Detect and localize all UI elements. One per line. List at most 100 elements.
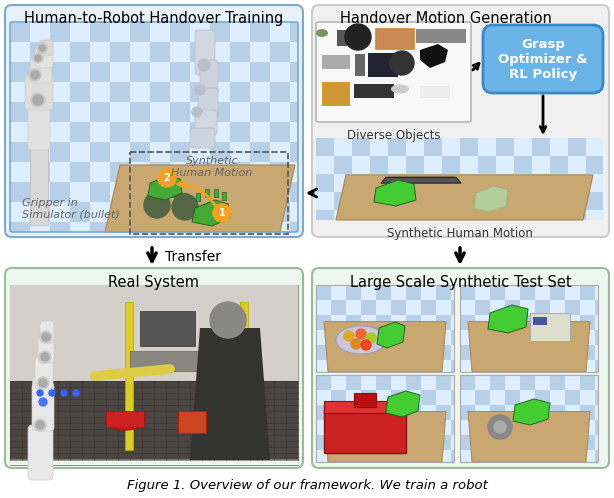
Circle shape xyxy=(42,333,50,341)
Bar xyxy=(331,420,346,435)
Bar xyxy=(30,222,50,232)
Bar xyxy=(324,401,406,413)
Bar xyxy=(391,300,406,315)
Bar xyxy=(230,102,250,122)
Bar xyxy=(595,285,598,300)
Bar xyxy=(90,202,110,222)
Bar xyxy=(388,138,406,156)
Bar xyxy=(334,210,352,220)
Bar xyxy=(475,330,490,345)
Bar xyxy=(130,102,150,122)
Bar xyxy=(421,420,436,435)
Circle shape xyxy=(351,339,361,349)
Bar xyxy=(10,285,298,381)
Bar xyxy=(190,182,210,202)
Bar xyxy=(250,122,270,142)
Bar xyxy=(565,375,580,390)
Circle shape xyxy=(35,55,41,61)
Bar xyxy=(250,42,270,62)
Bar xyxy=(451,390,454,405)
Bar xyxy=(331,285,346,300)
Bar xyxy=(376,29,414,49)
Bar xyxy=(316,285,331,300)
Bar xyxy=(222,192,226,200)
Bar xyxy=(190,202,210,222)
Bar xyxy=(550,405,565,420)
Bar xyxy=(316,375,331,390)
Bar xyxy=(420,86,450,98)
Bar xyxy=(150,22,170,42)
Bar xyxy=(70,22,90,42)
Bar xyxy=(316,450,331,462)
Bar xyxy=(270,222,290,232)
Bar xyxy=(460,174,478,192)
Bar xyxy=(376,450,391,462)
Bar xyxy=(316,138,334,156)
Bar xyxy=(595,405,598,420)
Circle shape xyxy=(195,85,205,95)
Bar xyxy=(475,405,490,420)
Bar xyxy=(70,202,90,222)
Bar xyxy=(331,405,346,420)
Bar xyxy=(170,102,190,122)
Bar xyxy=(50,142,70,162)
Bar xyxy=(170,222,190,232)
Bar xyxy=(595,420,598,435)
Bar xyxy=(290,202,298,222)
Bar xyxy=(496,192,514,210)
FancyBboxPatch shape xyxy=(312,5,609,237)
Bar xyxy=(505,315,520,330)
Bar xyxy=(110,62,130,82)
Bar xyxy=(290,182,298,202)
Bar xyxy=(316,138,603,220)
Bar xyxy=(565,360,580,372)
Bar xyxy=(331,345,346,360)
Bar xyxy=(520,405,535,420)
Bar xyxy=(250,82,270,102)
Bar xyxy=(90,162,110,182)
Bar xyxy=(170,42,190,62)
Bar xyxy=(210,82,230,102)
Bar xyxy=(10,102,30,122)
Bar xyxy=(196,193,200,201)
Bar xyxy=(270,122,290,142)
Bar xyxy=(391,450,406,462)
Bar xyxy=(230,82,250,102)
Bar xyxy=(210,22,230,42)
Bar xyxy=(535,330,550,345)
Bar xyxy=(565,405,580,420)
Bar xyxy=(70,122,90,142)
Bar xyxy=(290,22,298,42)
Bar xyxy=(130,351,210,371)
Ellipse shape xyxy=(316,29,328,37)
Bar xyxy=(334,156,352,174)
Polygon shape xyxy=(192,200,230,226)
Bar xyxy=(270,62,290,82)
Bar xyxy=(270,182,290,202)
Bar xyxy=(316,420,331,435)
Text: 1: 1 xyxy=(219,208,225,218)
Bar xyxy=(565,300,580,315)
Bar xyxy=(532,156,550,174)
Bar xyxy=(170,22,190,42)
Bar xyxy=(354,84,394,98)
Bar xyxy=(316,300,331,315)
FancyBboxPatch shape xyxy=(30,58,52,83)
Bar xyxy=(150,122,170,142)
Bar xyxy=(475,315,490,330)
FancyBboxPatch shape xyxy=(483,25,603,93)
Bar xyxy=(270,42,290,62)
Bar xyxy=(580,285,595,300)
Bar xyxy=(190,142,210,162)
Bar xyxy=(391,285,406,300)
Circle shape xyxy=(366,333,376,343)
Bar xyxy=(520,315,535,330)
Bar xyxy=(451,420,454,435)
Bar xyxy=(352,156,370,174)
Bar xyxy=(110,202,130,222)
Bar xyxy=(406,210,424,220)
Bar xyxy=(110,142,130,162)
Bar xyxy=(150,62,170,82)
Bar xyxy=(406,360,421,372)
Bar xyxy=(451,330,454,345)
